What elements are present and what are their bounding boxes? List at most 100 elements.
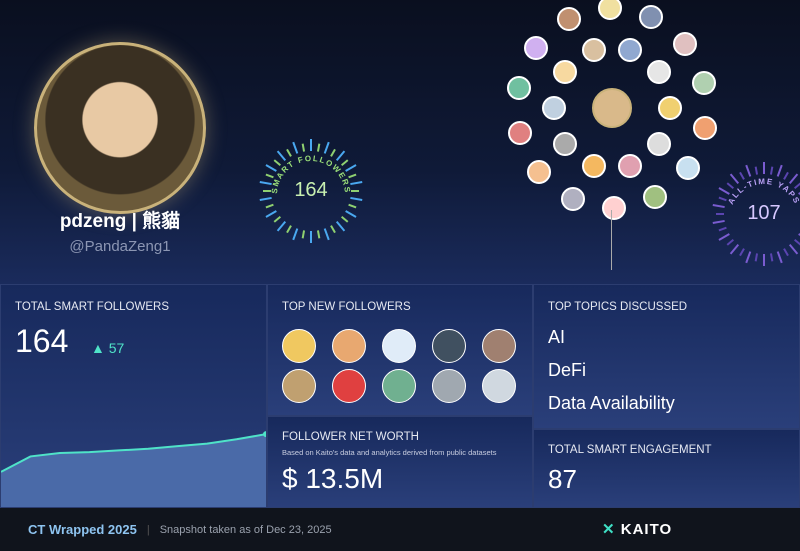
burst-ray [273,215,282,223]
burst-ray [265,173,274,179]
burst-ray [718,226,727,232]
network-avatar [692,71,717,96]
network-avatar [553,60,578,85]
network-avatar [693,115,718,140]
network-stem [611,210,612,270]
followers-trend-chart [1,431,266,507]
smart-followers-delta: ▲ 57 [91,340,125,356]
new-follower-avatar[interactable] [332,329,366,363]
burst-ray [286,225,292,234]
burst-ray [726,238,735,246]
new-follower-avatar[interactable] [482,369,516,403]
net-worth-panel: FOLLOWER NET WORTH Based on Kaito's data… [267,416,533,508]
burst-ray [316,230,321,239]
burst-ray [788,243,799,255]
burst-ray [330,148,336,157]
burst-ray [345,164,357,172]
burst-ray [783,171,789,180]
footer: CT Wrapped 2025 | Snapshot taken as of D… [0,508,800,551]
profile-avatar [34,42,206,214]
burst-ray [729,243,740,255]
burst-ray [718,196,727,202]
network-avatar [617,38,642,63]
network-avatar [582,38,607,63]
network-avatar [672,31,697,56]
new-follower-avatar[interactable] [482,329,516,363]
new-followers-title: TOP NEW FOLLOWERS [282,301,411,313]
new-follower-avatar[interactable] [282,369,316,403]
topic-item: AI [548,327,566,347]
burst-ray [276,150,287,162]
burst-ray [259,180,272,186]
burst-ray [273,159,282,167]
footer-divider: | [146,523,150,536]
network-avatar [639,5,664,30]
burst-ray [330,225,336,234]
burst-ray [754,253,759,262]
footer-title: CT Wrapped 2025 [28,522,137,537]
profile-name: pdzeng | 熊貓 [59,211,181,232]
smart-followers-title: TOTAL SMART FOLLOWERS [15,301,170,313]
kaito-logo: ✕ KAITO [602,521,673,538]
burst-rays: SMART FOLLOWERS [259,139,363,243]
burst-ray [340,215,349,223]
smart-followers-badge: SMART FOLLOWERS 164 [255,135,367,247]
network-avatar [524,35,549,60]
burst-ray [718,233,730,241]
engagement-value: 87 [548,464,577,494]
network-avatar [560,186,585,211]
burst-ray [783,248,789,257]
burst-ray [345,210,357,218]
burst-ray [350,180,363,186]
burst-ray [776,164,783,177]
smart-followers-value: 164 [15,323,69,359]
trend-area [1,434,266,507]
burst-ray [323,228,330,241]
burst-ray [301,143,306,152]
burst-ray [292,141,299,154]
new-follower-avatar[interactable] [332,369,366,403]
network-avatar [658,96,682,120]
new-follower-avatar[interactable] [382,369,416,403]
burst-ray [793,238,800,246]
burst-ray [286,148,292,157]
new-followers-panel: TOP NEW FOLLOWERS [267,284,533,416]
network-avatar [553,131,578,156]
new-follower-avatar[interactable] [432,369,466,403]
network-avatar [556,7,581,32]
topic-item: Data Availability [548,393,675,413]
burst-ray [348,173,357,179]
burst-ray [348,203,357,209]
burst-ray [301,230,306,239]
profile-handle: @PandaZeng1 [69,238,171,255]
smart-followers-panel: TOTAL SMART FOLLOWERS 164 ▲ 57 [0,284,267,508]
new-follower-avatar[interactable] [382,329,416,363]
topics-title: TOP TOPICS DISCUSSED [548,301,688,313]
burst-ray [788,173,799,185]
smart-followers-badge-value: 164 [294,179,328,201]
yaps-badge-value: 107 [747,202,781,224]
burst-ray [729,173,740,185]
engagement-title: TOTAL SMART ENGAGEMENT [548,444,712,456]
follower-network [470,0,800,270]
burst-ray [340,159,349,167]
burst-ray [265,210,277,218]
network-avatar [643,184,668,209]
burst-ray [350,196,363,202]
new-follower-avatar[interactable] [282,329,316,363]
network-center-avatar [592,88,632,128]
burst-ray [769,166,774,175]
new-follower-avatar[interactable] [432,329,466,363]
trend-line [1,433,266,473]
burst-rays: ALL-TIME YAPS [712,162,800,266]
burst-ray [712,203,725,209]
network-avatar [646,60,671,85]
network-avatar [675,156,700,181]
network-avatar [542,96,566,120]
burst-ray [259,196,272,202]
burst-ray [726,182,735,190]
kaito-x-icon: ✕ [602,521,616,538]
burst-ray [265,164,277,172]
burst-ray [754,166,759,175]
yaps-badge: ALL-TIME YAPS 107 [708,158,800,270]
